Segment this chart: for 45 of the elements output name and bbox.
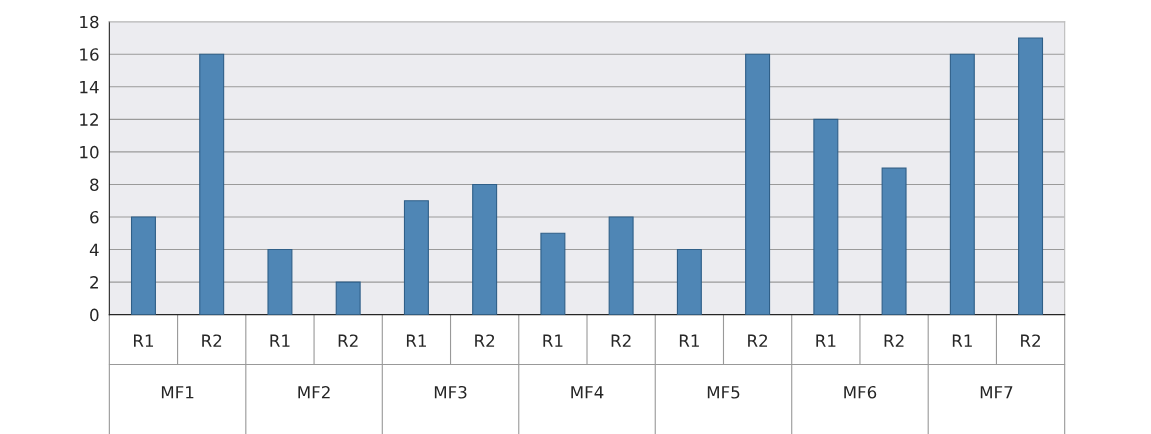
text: MF3 [434, 385, 467, 399]
y-tick-label: 2 [90, 276, 98, 289]
text: MF6 [844, 385, 877, 399]
x-tick-label: R1 [543, 334, 563, 347]
y-tick-label: 4 [89, 243, 99, 256]
y-tick-label: 14 [80, 80, 99, 94]
x-tick-label: R1 [816, 334, 836, 347]
bar [813, 118, 839, 315]
x-tick-label: R2 [748, 334, 768, 347]
y-tick-label: 12 [80, 113, 98, 126]
x-tick-label: R2 [338, 334, 358, 347]
x-tick-label: R1 [952, 334, 972, 347]
text: MF5 [707, 386, 740, 399]
y-tick-label: 8 [90, 178, 99, 192]
x-tick-label: R1 [270, 334, 290, 347]
x-tick-label: R2 [1021, 334, 1040, 347]
x-tick-label: R2 [611, 334, 631, 347]
x-tick-label: R2 [202, 334, 222, 347]
bar [472, 183, 498, 315]
bar [199, 53, 225, 315]
bar [335, 281, 361, 315]
bar [403, 200, 429, 315]
x-tick-label: R2 [475, 334, 495, 347]
text: MF2 [298, 385, 330, 399]
bar [267, 248, 293, 315]
x-tick-label: R2 [884, 334, 904, 347]
y-tick-label: 0 [90, 308, 99, 322]
x-tick-label: R1 [406, 334, 426, 347]
x-tick-label: R1 [679, 334, 699, 347]
x-tick-label: R1 [134, 334, 154, 347]
text: MF1 [161, 386, 194, 399]
y-tick-label: 6 [90, 210, 99, 224]
bar [608, 216, 634, 315]
bar [1018, 37, 1044, 315]
bar [130, 216, 156, 315]
y-tick-label: 16 [80, 48, 99, 61]
text: MF7 [980, 386, 1013, 399]
text: MF4 [571, 386, 604, 399]
bar [540, 232, 566, 315]
bar [676, 248, 702, 315]
bar [949, 53, 975, 315]
y-tick-label: 10 [80, 145, 99, 159]
bar [745, 53, 771, 315]
bar [881, 167, 907, 315]
y-tick-label: 18 [80, 15, 99, 29]
